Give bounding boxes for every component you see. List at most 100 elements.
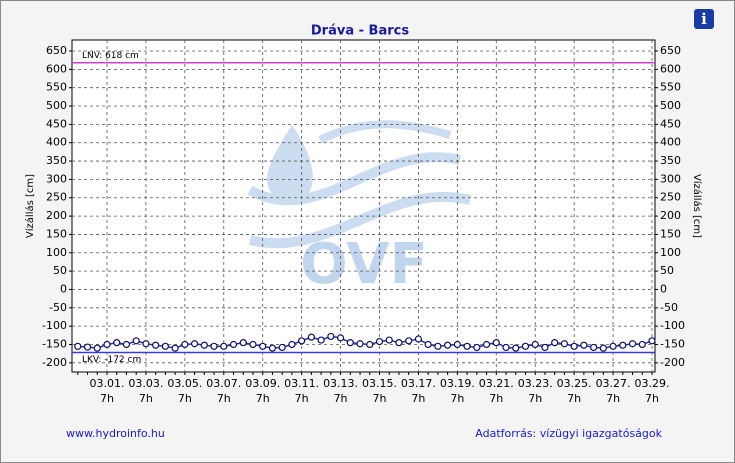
data-point (405, 337, 413, 345)
x-tick-time: 7h (139, 392, 153, 405)
y2-tick-label: 450 (660, 117, 681, 130)
y2-tick-label: 50 (660, 264, 674, 277)
reference-label: LKV: -172 cm (82, 355, 141, 365)
data-point (580, 341, 588, 349)
data-point (590, 343, 598, 352)
y2-tick-label: -50 (660, 301, 678, 314)
data-point (492, 339, 500, 347)
data-point (278, 343, 286, 352)
reference-label: LNV: 618 cm (82, 51, 139, 61)
footer-source: Adatforrás: vízügyi igazgatóságok (475, 427, 662, 440)
y2-tick-label: 400 (660, 136, 681, 149)
x-tick-time: 7h (295, 392, 309, 405)
data-point (103, 340, 111, 349)
data-point (531, 340, 539, 349)
y2-tick-label: 650 (660, 44, 681, 57)
data-point (83, 343, 92, 351)
x-tick-time: 7h (256, 392, 270, 405)
x-tick-time: 7h (334, 392, 348, 405)
data-point (570, 342, 578, 350)
y2-tick-label: 100 (660, 246, 681, 259)
x-tick-time: 7h (450, 392, 464, 405)
data-point (375, 337, 384, 346)
x-tick-time: 7h (411, 392, 425, 405)
y2-tick-label: 600 (660, 62, 681, 75)
y-tick-label: 500 (46, 99, 67, 112)
info-icon[interactable]: i (701, 10, 707, 28)
data-point (74, 342, 82, 350)
data-point (541, 343, 549, 352)
data-point (560, 340, 569, 348)
y2-tick-label: 300 (660, 172, 681, 185)
x-tick-label: 03.27. (596, 377, 631, 390)
y2-tick-label: -150 (660, 337, 685, 350)
y-tick-label: 50 (53, 264, 67, 277)
data-point (259, 342, 267, 350)
x-tick-time: 7h (489, 392, 503, 405)
data-point (424, 340, 432, 349)
x-tick-time: 7h (528, 392, 542, 405)
y2-tick-label: 200 (660, 209, 681, 222)
x-tick-time: 7h (178, 392, 192, 405)
data-point (336, 334, 345, 342)
data-point (619, 341, 627, 349)
watermark: OVF (300, 232, 428, 297)
y-tick-label: 0 (60, 282, 67, 295)
data-point (356, 340, 364, 348)
data-point (161, 342, 169, 350)
x-tick-label: 03.25. (557, 377, 592, 390)
x-tick-label: 03.19. (440, 377, 475, 390)
data-point (327, 332, 335, 341)
data-point (551, 339, 559, 347)
footer-link[interactable]: www.hydroinfo.hu (66, 427, 165, 440)
x-tick-label: 03.03. (128, 377, 163, 390)
data-point (171, 344, 179, 352)
data-point (93, 344, 101, 352)
info-button[interactable] (694, 9, 714, 29)
data-point (152, 341, 160, 349)
x-tick-time: 7h (100, 392, 114, 405)
x-tick-label: 03.09. (245, 377, 280, 390)
y-tick-label: -100 (42, 319, 67, 332)
y-tick-label: 150 (46, 227, 67, 240)
data-point (317, 336, 325, 344)
y2-tick-label: 150 (660, 227, 681, 240)
data-point (113, 339, 121, 347)
x-tick-time: 7h (373, 392, 387, 405)
x-tick-label: 03.23. (518, 377, 553, 390)
y2-tick-label: 550 (660, 81, 681, 94)
data-point (512, 344, 520, 352)
data-point (346, 339, 354, 347)
data-point (414, 335, 423, 343)
x-tick-label: 03.29. (635, 377, 670, 390)
x-tick-label: 03.11. (284, 377, 319, 390)
data-point (648, 337, 656, 345)
data-point (229, 340, 238, 349)
x-tick-label: 03.21. (479, 377, 514, 390)
y-tick-label: 600 (46, 62, 67, 75)
data-point (463, 342, 471, 350)
data-point (200, 341, 208, 349)
data-point (599, 344, 607, 352)
data-point (132, 337, 140, 345)
data-point (638, 340, 646, 349)
data-point (395, 339, 403, 347)
data-point (521, 342, 530, 350)
data-point (268, 344, 277, 352)
data-point (385, 336, 393, 344)
data-point (220, 342, 228, 350)
data-point (444, 341, 452, 349)
data-point (609, 342, 617, 350)
x-tick-time: 7h (645, 392, 659, 405)
data-point (307, 333, 315, 341)
y-tick-label: -200 (42, 356, 67, 369)
data-point (366, 340, 374, 349)
x-tick-time: 7h (217, 392, 231, 405)
y-tick-label: 300 (46, 172, 67, 185)
y2-tick-label: -100 (660, 319, 685, 332)
y-tick-label: 350 (46, 154, 67, 167)
y-axis-label: Vízállás [cm] (24, 174, 36, 238)
data-point (434, 342, 442, 350)
y2-tick-label: -200 (660, 356, 685, 369)
